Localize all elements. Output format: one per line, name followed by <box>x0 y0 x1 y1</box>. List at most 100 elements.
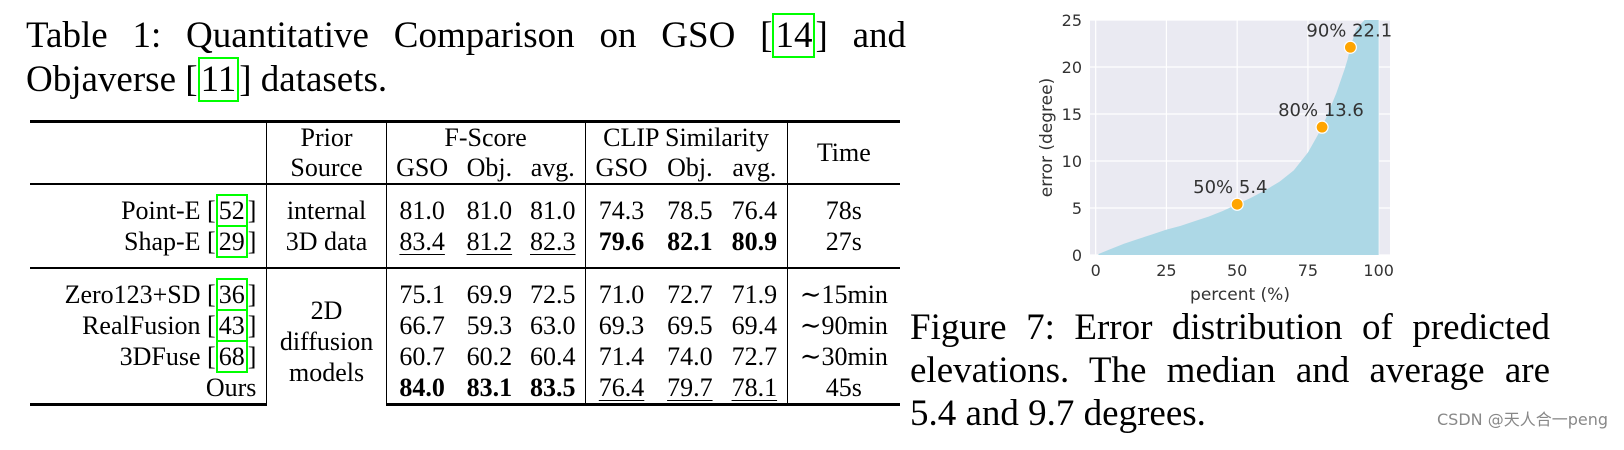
clip-obj: 72.7 <box>667 279 713 309</box>
clip-gso: 74.3 <box>598 195 645 225</box>
marker-data-label: 80% 13.6 <box>1278 100 1364 121</box>
clip-avg: 80.9 <box>722 226 788 257</box>
time-value: ∼15min <box>799 279 888 309</box>
y-tick-label: 25 <box>1062 11 1082 30</box>
fscore-avg: 60.4 <box>521 341 586 372</box>
comparison-table: Prior F-Score CLIP Similarity Time Sourc… <box>30 120 900 406</box>
fscore-obj: 81.0 <box>466 195 513 225</box>
fscore-avg: 81.0 <box>521 195 586 226</box>
fscore-avg: 82.3 <box>521 226 586 257</box>
prior-line: diffusion <box>279 327 374 357</box>
header-fscore: F-Score <box>386 120 586 153</box>
method-name: Ours <box>30 372 268 406</box>
header-clip: CLIP Similarity <box>585 120 788 153</box>
clip-obj: 74.0 <box>667 341 713 371</box>
header-avg: avg. <box>722 153 788 184</box>
clip-gso: 71.4 <box>598 341 645 371</box>
fscore-gso: 60.7 <box>399 341 445 371</box>
x-tick-label: 100 <box>1363 261 1394 280</box>
header-prior: Prior <box>266 120 387 153</box>
marker-data-label: 90% 22.1 <box>1306 20 1392 41</box>
clip-avg: 76.4 <box>722 195 788 226</box>
median-marker-point <box>1315 120 1329 134</box>
header-obj: Obj. <box>667 153 713 182</box>
citation-link[interactable]: 14 <box>772 13 816 58</box>
table-caption-text: ] datasets. <box>239 59 388 100</box>
table-caption-text: ] and Objaverse [ <box>26 15 906 100</box>
clip-avg: 69.4 <box>722 310 788 341</box>
fscore-obj: 59.3 <box>466 310 513 340</box>
fscore-gso: 81.0 <box>399 195 445 225</box>
time-value: ∼90min <box>799 310 888 340</box>
fscore-obj: 69.9 <box>466 279 513 309</box>
clip-gso: 79.6 <box>598 226 645 256</box>
fscore-gso: 66.7 <box>399 310 445 340</box>
fscore-obj: 60.2 <box>466 341 513 371</box>
header-obj: Obj. <box>466 153 513 182</box>
fscore-avg: 72.5 <box>521 279 586 310</box>
y-tick-label: 5 <box>1072 199 1082 218</box>
clip-obj: 82.1 <box>667 226 713 256</box>
median-marker-point <box>1343 40 1357 54</box>
clip-obj: 78.5 <box>667 195 713 225</box>
watermark: CSDN @天人合一peng <box>1436 410 1608 429</box>
error-distribution-chart: 0 25 50 75 100 0 5 10 15 20 25 percent (%) error (de… <box>1037 11 1394 305</box>
method-name: Point-E [52] <box>30 193 268 227</box>
fscore-obj: 83.1 <box>457 372 522 406</box>
citation-link[interactable]: 52 <box>215 193 248 227</box>
method-name: RealFusion [43] <box>30 308 268 342</box>
header-avg: avg. <box>521 153 586 184</box>
table-caption: Table 1: Quantitative Comparison on GSO … <box>26 13 906 102</box>
prior-source: internal <box>266 195 387 226</box>
x-tick-label: 75 <box>1298 261 1318 280</box>
clip-gso: 71.0 <box>598 279 645 309</box>
header-prior-source: Source <box>266 153 387 184</box>
time-value: ∼30min <box>799 341 888 371</box>
header-gso: GSO <box>396 153 449 182</box>
figure-caption: Figure 7: Error distribution of predicte… <box>910 307 1550 434</box>
fscore-avg: 63.0 <box>521 310 586 341</box>
header-method-cell <box>30 120 268 184</box>
clip-avg: 78.1 <box>722 372 788 406</box>
median-marker-point <box>1230 197 1244 211</box>
time-value: 78s <box>825 195 862 225</box>
prior-source-2d: 2D diffusion models <box>266 279 387 405</box>
citation-link[interactable]: 29 <box>215 224 248 258</box>
table-row: 3DFuse [68] 60.7 60.2 60.4 71.4 74.0 72.… <box>30 339 900 373</box>
y-tick-label: 10 <box>1062 152 1082 171</box>
clip-obj: 69.5 <box>667 310 713 340</box>
fscore-gso: 84.0 <box>386 372 458 406</box>
clip-avg: 72.7 <box>722 341 788 372</box>
time-value: 45s <box>787 372 900 406</box>
table-row: Shap-E [29] 3D data 83.4 81.2 82.3 79.6 … <box>30 224 900 258</box>
y-axis-label: error (degree) <box>1037 78 1057 197</box>
table-row: Ours 84.0 83.1 83.5 76.4 79.7 78.1 45s <box>30 372 900 406</box>
error-area-series <box>1098 20 1379 255</box>
comparison-table-container: Prior F-Score CLIP Similarity Time Sourc… <box>30 120 900 406</box>
method-name: Zero123+SD [36] <box>30 277 268 311</box>
x-tick-label: 0 <box>1091 261 1101 280</box>
x-tick-label: 50 <box>1227 261 1247 280</box>
citation-link[interactable]: 68 <box>215 339 248 373</box>
fscore-gso: 83.4 <box>399 226 445 256</box>
clip-gso: 76.4 <box>585 372 658 406</box>
table-row: Zero123+SD [36] 2D diffusion models 75.1… <box>30 277 900 405</box>
fscore-avg: 83.5 <box>521 372 586 406</box>
y-tick-label: 15 <box>1062 105 1082 124</box>
y-tick-label: 20 <box>1062 58 1082 77</box>
citation-link[interactable]: 11 <box>197 57 240 102</box>
table-caption-text: Table 1: Quantitative Comparison on GSO … <box>26 15 773 56</box>
prior-source: 3D data <box>266 226 387 257</box>
header-gso: GSO <box>595 153 648 182</box>
clip-obj: 79.7 <box>657 372 723 406</box>
clip-gso: 69.3 <box>598 310 645 340</box>
citation-link[interactable]: 36 <box>215 277 248 311</box>
prior-line: 2D <box>310 296 343 326</box>
time-value: 27s <box>825 226 862 256</box>
y-tick-label: 0 <box>1072 246 1082 265</box>
x-axis-label: percent (%) <box>1190 285 1290 305</box>
header-time: Time <box>787 120 900 184</box>
citation-link[interactable]: 43 <box>215 308 248 342</box>
fscore-obj: 81.2 <box>466 226 513 256</box>
method-name: Shap-E [29] <box>30 224 268 258</box>
